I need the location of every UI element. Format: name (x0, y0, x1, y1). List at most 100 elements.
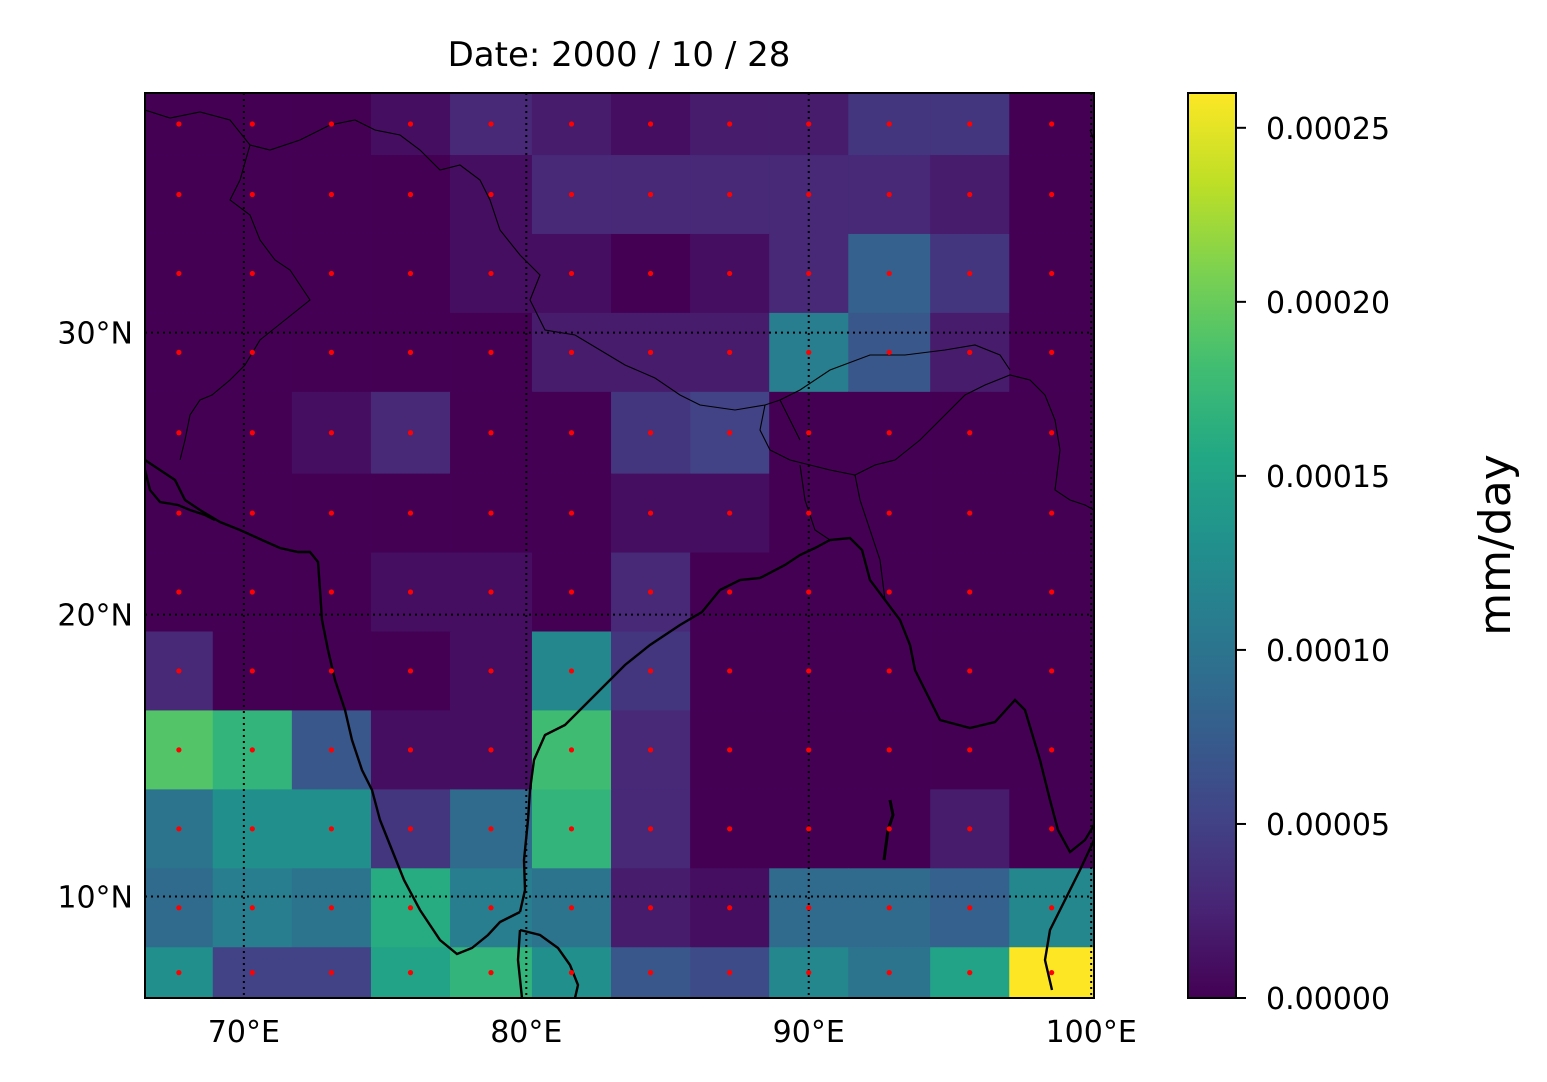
sample-point (806, 970, 812, 976)
sample-point (488, 121, 494, 127)
sample-point (488, 191, 494, 198)
sample-point (806, 747, 812, 753)
malay-coast (1043, 839, 1094, 991)
x-axis-ticks: 70°E 80°E 90°E 100°E (208, 1015, 1137, 1050)
sample-point (886, 589, 892, 595)
heatmap-cells (145, 93, 1094, 998)
sample-point (967, 191, 973, 198)
sample-point (328, 349, 335, 355)
sample-point (176, 747, 182, 753)
sample-point (647, 905, 654, 911)
india-west-coastline (145, 459, 521, 956)
x-tick-label: 80°E (490, 1015, 562, 1050)
sample-point (886, 270, 892, 277)
sample-point (806, 270, 812, 277)
sample-point (727, 191, 733, 198)
sample-point (1049, 668, 1055, 674)
sample-point (647, 121, 654, 127)
sample-point (407, 826, 414, 832)
sample-point (249, 191, 255, 198)
sri-lanka-coastline (516, 928, 580, 998)
sample-point (328, 970, 335, 976)
sample-point (568, 191, 575, 198)
sample-point (727, 430, 733, 436)
sample-point (886, 905, 892, 911)
indus-delta-coast (145, 469, 216, 522)
y-tick-label: 10°N (57, 881, 133, 916)
sample-point (407, 349, 414, 355)
sample-point (647, 826, 654, 832)
sample-point (407, 905, 414, 911)
sample-point (176, 826, 182, 832)
sample-point (176, 191, 182, 198)
sample-point (647, 668, 654, 674)
sample-point (568, 270, 575, 277)
sample-point (176, 121, 182, 127)
sample-point (176, 270, 182, 277)
colorbar (1187, 92, 1237, 999)
colorbar-tick-label: 0.00005 (1266, 808, 1390, 843)
sample-point (249, 826, 255, 832)
sample-point (1049, 430, 1055, 436)
sample-point (176, 510, 182, 516)
sample-point (1049, 349, 1055, 355)
sample-point (1049, 510, 1055, 516)
sample-point (1049, 589, 1055, 595)
sample-point (328, 589, 335, 595)
sample-point (328, 747, 335, 753)
sample-point (1049, 270, 1055, 277)
sample-point (328, 905, 335, 911)
coastline-map (145, 109, 1094, 998)
sample-point (568, 668, 575, 674)
sample-point (249, 349, 255, 355)
sample-point (967, 970, 973, 976)
sample-point (176, 905, 182, 911)
sample-point (1049, 826, 1055, 832)
sample-point (568, 589, 575, 595)
sample-point (407, 747, 414, 753)
sample-point (806, 430, 812, 436)
sample-point (1049, 747, 1055, 753)
sample-point (568, 430, 575, 436)
sample-point (488, 970, 494, 976)
sample-point (647, 589, 654, 595)
sample-point (176, 668, 182, 674)
sample-points (176, 121, 1055, 976)
sample-point (568, 121, 575, 127)
sample-point (1049, 905, 1055, 911)
sample-point (886, 191, 892, 198)
sample-point (727, 510, 733, 516)
sample-point (568, 970, 575, 976)
sample-point (568, 349, 575, 355)
sample-point (328, 121, 335, 127)
x-tick-label: 90°E (773, 1015, 845, 1050)
sample-point (886, 826, 892, 832)
sample-point (488, 430, 494, 436)
sample-point (886, 970, 892, 976)
x-tick-label: 70°E (208, 1015, 280, 1050)
sample-point (488, 270, 494, 277)
sample-point (647, 191, 654, 198)
sample-point (328, 510, 335, 516)
sample-point (806, 826, 812, 832)
sample-point (488, 905, 494, 911)
sample-point (886, 121, 892, 127)
y-tick-label: 20°N (57, 599, 133, 634)
sample-point (249, 270, 255, 277)
colorbar-label: mm/day (1470, 454, 1521, 635)
sample-point (967, 510, 973, 516)
sample-point (1049, 970, 1055, 976)
sample-point (886, 349, 892, 355)
sample-point (328, 826, 335, 832)
sample-point (249, 510, 255, 516)
sample-point (407, 191, 414, 198)
sample-point (176, 349, 182, 355)
sample-point (407, 270, 414, 277)
sample-point (727, 970, 733, 976)
western-borders (145, 109, 801, 461)
sample-point (727, 589, 733, 595)
sample-point (967, 121, 973, 127)
graticule (145, 93, 1094, 998)
sample-point (328, 270, 335, 277)
